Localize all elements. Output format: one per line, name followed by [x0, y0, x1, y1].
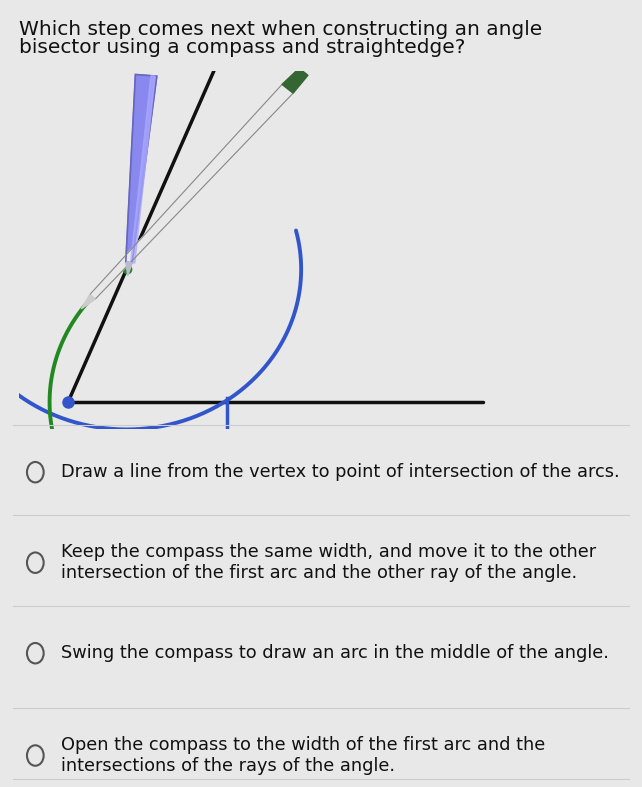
- Polygon shape: [130, 76, 155, 263]
- Polygon shape: [126, 75, 157, 263]
- Text: Which step comes next when constructing an angle: Which step comes next when constructing …: [19, 20, 542, 39]
- Polygon shape: [126, 262, 132, 276]
- Polygon shape: [82, 295, 95, 309]
- Text: Draw a line from the vertex to point of intersection of the arcs.: Draw a line from the vertex to point of …: [61, 464, 620, 481]
- Text: Open the compass to the width of the first arc and the
intersections of the rays: Open the compass to the width of the fir…: [61, 736, 545, 775]
- Text: Swing the compass to draw an arc in the middle of the angle.: Swing the compass to draw an arc in the …: [61, 645, 609, 662]
- Polygon shape: [90, 84, 293, 299]
- Polygon shape: [282, 68, 308, 93]
- Text: bisector using a compass and straightedge?: bisector using a compass and straightedg…: [19, 38, 465, 57]
- Text: Keep the compass the same width, and move it to the other
intersection of the fi: Keep the compass the same width, and mov…: [61, 543, 596, 582]
